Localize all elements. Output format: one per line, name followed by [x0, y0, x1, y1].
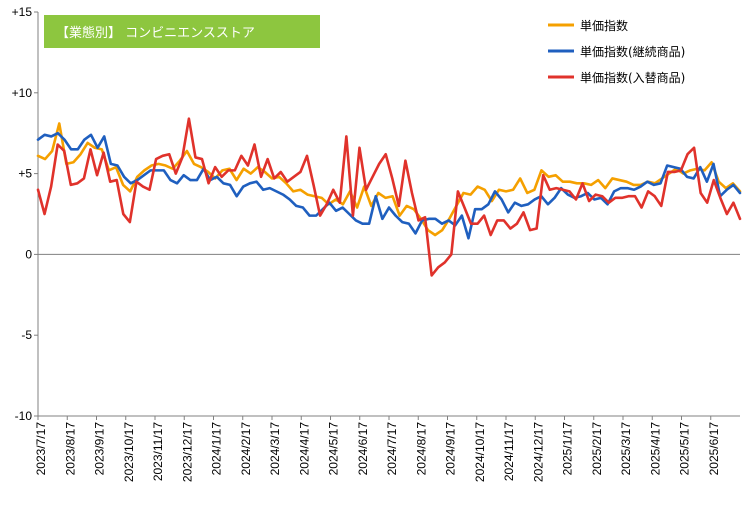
y-tick-label: -10: [15, 409, 33, 423]
chart-title: 【業態別】 コンビニエンスストア: [56, 25, 255, 41]
x-tick-label: 2023/12/17: [180, 422, 194, 482]
y-tick-labels: +15 +10 +5 0 -5 -10: [12, 5, 33, 423]
x-tick-label: 2024/11/17: [502, 422, 516, 481]
x-tick-label: 2024/5/17: [327, 422, 341, 476]
x-tick-label: 2024/10/17: [473, 422, 487, 482]
axes: [34, 11, 740, 420]
x-tick-label: 2023/8/17: [63, 422, 77, 476]
legend-label-unit-price-index: 単価指数: [580, 18, 628, 33]
x-tick-label: 2024/9/17: [444, 422, 458, 476]
x-tick-label: 2024/1/17: [210, 422, 224, 476]
x-tick-label: 2024/8/17: [414, 422, 428, 476]
y-tick-label: +15: [12, 5, 33, 19]
y-tick-label: 0: [25, 247, 32, 261]
x-tick-label: 2025/1/17: [561, 422, 575, 476]
y-tick-label: +5: [18, 167, 32, 181]
x-tick-label: 2025/3/17: [619, 422, 633, 476]
x-tick-label: 2023/7/17: [34, 422, 48, 476]
x-tick-label: 2025/4/17: [648, 422, 662, 476]
legend: 単価指数 単価指数(継続商品) 単価指数(入替商品): [538, 10, 738, 95]
x-tick-label: 2025/6/17: [707, 422, 721, 476]
x-tick-label: 2023/10/17: [122, 422, 136, 482]
x-tick-label: 2024/7/17: [385, 422, 399, 476]
chart-title-background: [44, 15, 320, 48]
x-tick-label: 2023/11/17: [151, 422, 165, 481]
series-lines: [36, 117, 742, 277]
legend-label-replacement-products: 単価指数(入替商品): [580, 70, 685, 85]
y-tick-label: +10: [12, 86, 33, 100]
x-tick-label: 2023/9/17: [93, 422, 107, 476]
x-tick-label: 2025/2/17: [590, 422, 604, 476]
legend-label-continuing-products: 単価指数(継続商品): [580, 44, 685, 59]
x-tick-label: 2024/6/17: [356, 422, 370, 476]
x-tick-label: 2024/4/17: [297, 422, 311, 476]
x-tick-label: 2024/3/17: [268, 422, 282, 476]
series-line-2: [36, 117, 742, 277]
x-tick-label: 2024/2/17: [239, 422, 253, 476]
y-tick-label: -5: [21, 328, 32, 342]
chart-title-box: 【業態別】 コンビニエンスストア: [44, 15, 320, 48]
x-tick-labels: 2023/7/17 2023/8/17 2023/9/17 2023/10/17 202…: [34, 422, 721, 482]
x-tick-label: 2024/12/17: [531, 422, 545, 482]
x-tick-label: 2025/5/17: [678, 422, 692, 476]
